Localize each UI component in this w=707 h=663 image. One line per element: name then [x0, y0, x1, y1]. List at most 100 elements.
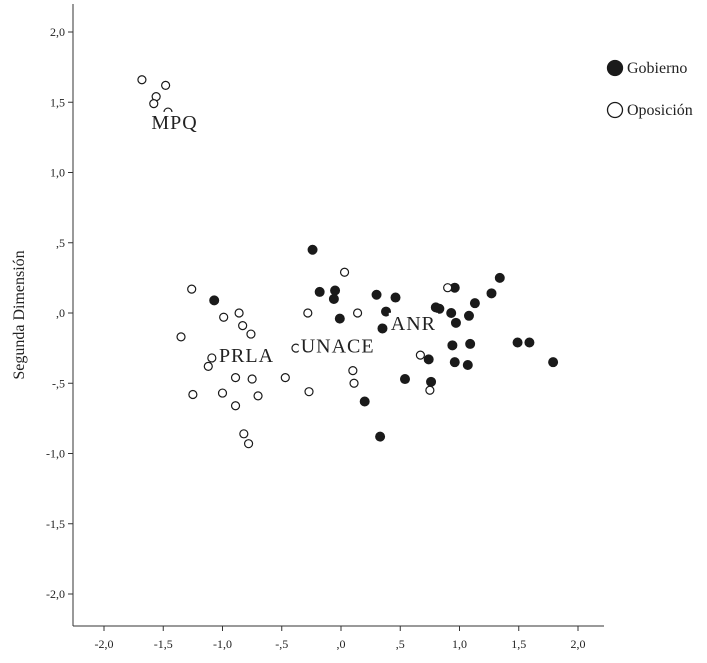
chart-axes: [72, 4, 604, 627]
point-oposici-n: [415, 350, 425, 360]
annotation-background: [388, 312, 439, 335]
point-oposici-n: [443, 283, 453, 293]
y-tick-label: -,5: [52, 376, 65, 390]
point-gobierno: [463, 310, 474, 321]
point-gobierno: [434, 303, 445, 314]
point-oposici-n: [176, 332, 186, 342]
y-tick-label: 2,0: [50, 25, 65, 39]
x-tick-label: 1,5: [511, 637, 526, 651]
point-oposici-n: [234, 308, 244, 318]
annotation-background: [149, 111, 200, 134]
annotation-label: MPQ: [151, 112, 197, 134]
point-gobierno: [423, 354, 434, 365]
annotation-anr: ANR: [388, 312, 439, 335]
annotation-unace: UNACE: [298, 335, 377, 358]
point-gobierno: [447, 340, 458, 351]
point-oposici-n: [425, 385, 435, 395]
point-oposici-n: [303, 308, 313, 318]
x-tick-label: ,0: [337, 637, 346, 651]
y-axis-ticks: 2,0 1,5 1,0 ,5 ,0 -,5 -1,0 -1,5 -2,0: [46, 25, 73, 601]
point-gobierno: [465, 338, 476, 349]
point-oposici-n: [207, 353, 217, 363]
point-gobierno: [371, 289, 382, 300]
point-gobierno: [399, 374, 410, 385]
x-tick-label: ,5: [396, 637, 405, 651]
point-oposici-n: [230, 401, 241, 411]
y-tick-label: -1,0: [46, 447, 65, 461]
point-gobierno: [462, 359, 473, 370]
point-oposici-n: [230, 373, 241, 383]
point-oposici-n: [219, 312, 229, 322]
annotation-background: [216, 345, 277, 368]
legend-label-oposici-n: Oposición: [627, 102, 693, 119]
point-gobierno: [328, 293, 339, 304]
point-gobierno: [307, 244, 318, 255]
legend-marker-gobierno: [606, 59, 624, 77]
point-gobierno: [209, 295, 220, 306]
point-oposici-n: [247, 374, 257, 384]
annotation-prla: PRLA: [216, 345, 277, 368]
point-gobierno: [524, 337, 535, 348]
point-gobierno: [548, 357, 559, 368]
point-oposici-n: [348, 366, 358, 376]
point-oposici-n: [239, 429, 249, 439]
annotation-label: PRLA: [219, 345, 274, 367]
point-oposici-n: [352, 308, 363, 318]
point-gobierno: [377, 323, 388, 334]
y-tick-label: 1,0: [50, 166, 65, 180]
point-oposici-n: [243, 439, 254, 449]
point-oposici-n: [349, 378, 359, 388]
y-tick-label: -2,0: [46, 587, 65, 601]
x-tick-label: 1,0: [452, 637, 467, 651]
annotation-background: [298, 335, 377, 358]
annotation-mpq: MPQ: [149, 111, 200, 134]
point-annotations: MPQ PRLA UNACE ANR: [149, 111, 439, 368]
point-gobierno: [390, 292, 401, 303]
point-oposici-n: [339, 267, 350, 277]
point-gobierno: [494, 272, 505, 283]
point-gobierno: [359, 396, 370, 407]
x-tick-label: -2,0: [95, 637, 114, 651]
point-gobierno: [486, 288, 497, 299]
point-gobierno: [449, 357, 460, 368]
chart-legend: Gobierno Oposición: [606, 59, 693, 119]
y-tick-label: ,5: [56, 236, 65, 250]
legend-marker-oposici-n: [606, 101, 624, 119]
point-oposici-n: [246, 329, 256, 339]
point-gobierno: [334, 313, 345, 324]
point-oposici-n: [238, 321, 248, 331]
point-oposici-n: [217, 388, 228, 398]
point-oposici-n: [188, 389, 198, 400]
point-gobierno: [330, 285, 341, 296]
y-tick-label: ,0: [56, 306, 65, 320]
y-tick-label: -1,5: [46, 517, 65, 531]
x-tick-label: -1,0: [213, 637, 232, 651]
x-axis-ticks: -2,0 -1,5 -1,0 -,5 ,0 ,5 1,0 1,5 2,0: [95, 626, 586, 651]
point-oposici-n: [203, 361, 213, 371]
point-oposici-n: [137, 75, 147, 85]
point-oposici-n: [253, 391, 263, 401]
x-tick-label: 2,0: [571, 637, 586, 651]
point-gobierno: [450, 317, 461, 328]
y-tick-label: 1,5: [50, 95, 65, 109]
y-axis-title: Segunda Dimensión: [11, 250, 28, 379]
legend-label-gobierno: Gobierno: [627, 60, 687, 77]
point-oposici-n: [304, 387, 314, 397]
point-gobierno: [314, 286, 325, 297]
point-oposici-n: [149, 99, 159, 109]
point-oposici-n: [161, 80, 171, 90]
point-gobierno: [426, 376, 437, 387]
x-tick-label: -,5: [275, 637, 288, 651]
point-gobierno: [446, 308, 457, 318]
point-oposici-n: [280, 373, 290, 383]
annotation-label: UNACE: [301, 335, 375, 357]
annotation-label: ANR: [391, 313, 436, 335]
point-gobierno: [375, 431, 386, 442]
point-gobierno: [512, 337, 523, 348]
point-oposici-n: [187, 284, 197, 294]
point-gobierno: [381, 306, 392, 317]
x-tick-label: -1,5: [154, 637, 173, 651]
point-gobierno: [469, 298, 480, 309]
data-points: [137, 75, 559, 449]
